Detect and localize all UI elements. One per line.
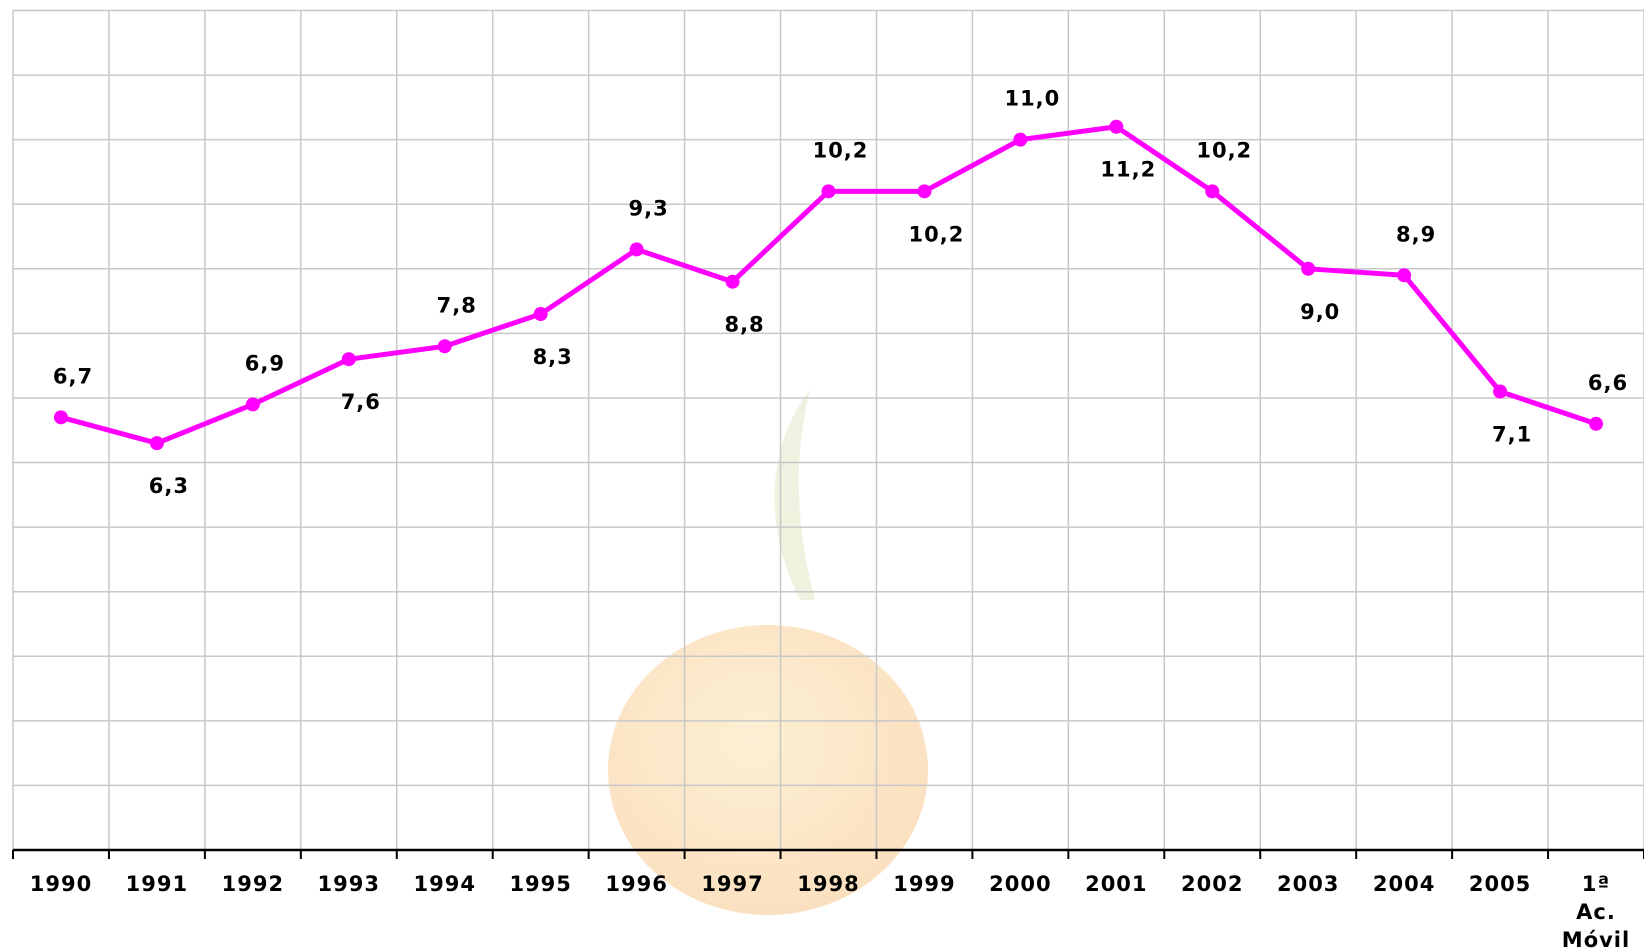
data-point <box>54 410 68 424</box>
data-label: 10,2 <box>1196 138 1252 162</box>
data-point <box>1301 262 1315 276</box>
x-tick-label: 1997 <box>685 870 781 898</box>
data-point <box>246 397 260 411</box>
data-label: 9,0 <box>1300 300 1340 324</box>
data-label: 8,8 <box>724 313 764 337</box>
data-point <box>1493 385 1507 399</box>
data-label: 7,8 <box>437 293 477 317</box>
data-label: 8,9 <box>1396 222 1436 246</box>
data-point <box>1013 133 1027 147</box>
data-label: 6,6 <box>1588 371 1628 395</box>
data-point <box>150 436 164 450</box>
x-tick-label: 1993 <box>301 870 397 898</box>
data-label: 11,0 <box>1004 87 1060 111</box>
data-point <box>726 275 740 289</box>
x-tick-label: 1999 <box>876 870 972 898</box>
data-point <box>438 339 452 353</box>
x-tick-label: 1995 <box>493 870 589 898</box>
data-label: 10,2 <box>909 222 965 246</box>
data-point <box>342 352 356 366</box>
data-label: 7,1 <box>1492 423 1532 447</box>
data-point <box>822 184 836 198</box>
x-tick-label: 2000 <box>972 870 1068 898</box>
x-tick-label: 1996 <box>589 870 685 898</box>
x-tick-label: 1994 <box>397 870 493 898</box>
data-label: 8,3 <box>533 345 573 369</box>
x-tick-label: 1992 <box>205 870 301 898</box>
x-tick-label: 1ª Ac. Móvil 06 <box>1561 870 1631 951</box>
data-line <box>61 127 1596 443</box>
data-label: 10,2 <box>813 138 869 162</box>
data-label: 6,9 <box>245 351 285 375</box>
chart-page: 6,7 6,3 6,9 7,6 7,8 8,3 9,3 8,8 10,2 10,2 11,0 11,2… <box>0 0 1644 951</box>
data-point <box>630 242 644 256</box>
chart: 6,7 6,3 6,9 7,6 7,8 8,3 9,3 8,8 10,2 10,2 11,0 11,2… <box>0 0 1644 951</box>
x-tick-label: 2005 <box>1452 870 1548 898</box>
data-point <box>1109 120 1123 134</box>
data-label: 6,7 <box>53 364 93 388</box>
data-point <box>534 307 548 321</box>
data-label: 11,2 <box>1100 158 1156 182</box>
background-decoration <box>608 390 928 915</box>
data-label: 6,3 <box>149 474 189 498</box>
data-point <box>1589 417 1603 431</box>
data-label: 9,3 <box>629 196 669 220</box>
data-point <box>1205 184 1219 198</box>
x-tick-label: 2002 <box>1164 870 1260 898</box>
x-tick-label: 1998 <box>781 870 877 898</box>
x-tick-label: 2003 <box>1260 870 1356 898</box>
x-tick-label: 1990 <box>13 870 109 898</box>
x-tick-label: 2004 <box>1356 870 1452 898</box>
data-label: 7,6 <box>341 390 381 414</box>
x-tick-label: 2001 <box>1068 870 1164 898</box>
data-point <box>1397 268 1411 282</box>
x-tick-label: 1991 <box>109 870 205 898</box>
data-point <box>917 184 931 198</box>
